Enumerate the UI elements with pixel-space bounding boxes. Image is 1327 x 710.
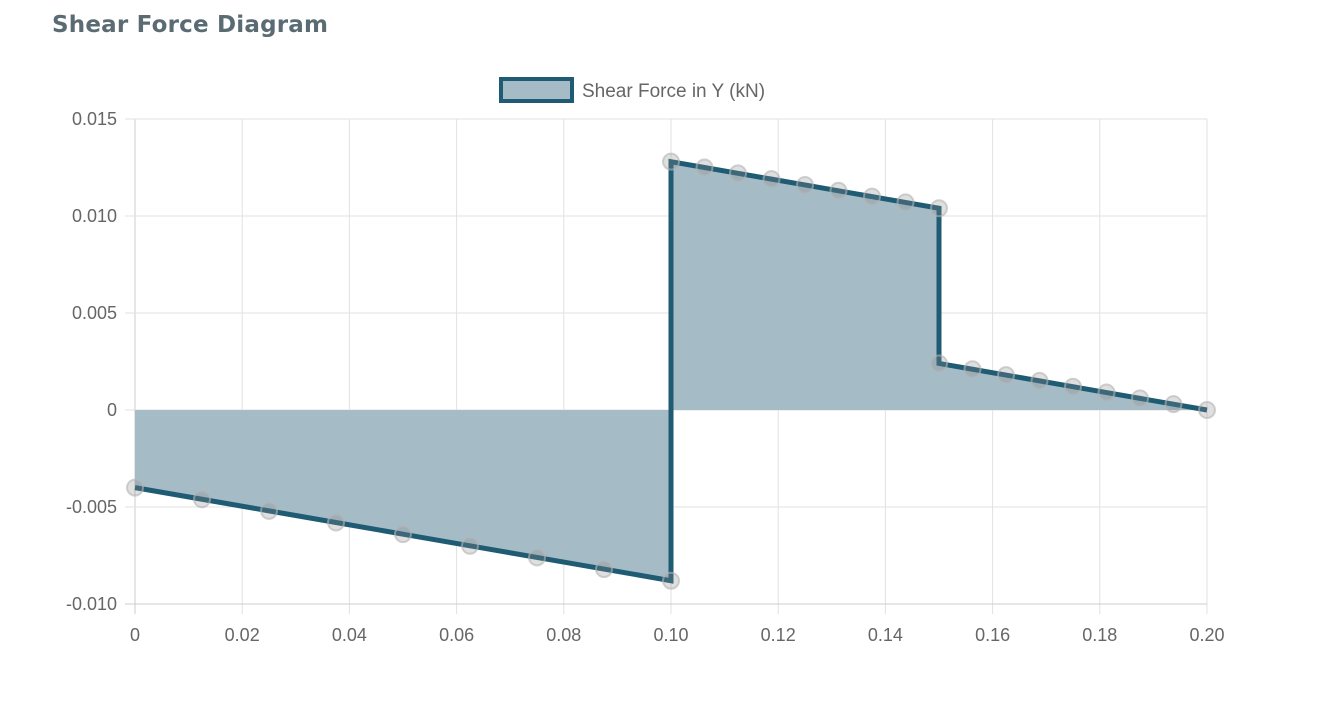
data-point[interactable]	[796, 175, 814, 194]
data-point[interactable]	[1030, 371, 1049, 390]
data-point[interactable]	[260, 501, 278, 520]
legend-label[interactable]: Shear Force in Y (kN)	[582, 81, 765, 102]
y-tick-label: 0.015	[72, 109, 117, 129]
data-point[interactable]	[595, 560, 613, 579]
x-axis-ticks: 0 0.02 0.04 0.06 0.08 0.10 0.12 0.14 0.16 0.18 0.2…	[130, 625, 1225, 645]
data-point[interactable]	[126, 478, 144, 497]
x-tick-label: 0.08	[546, 625, 581, 645]
data-point[interactable]	[762, 170, 781, 189]
data-point[interactable]	[1064, 377, 1082, 396]
data-point[interactable]	[461, 536, 479, 555]
series-line	[134, 158, 1208, 584]
x-tick-label: 0.06	[439, 625, 474, 645]
data-point[interactable]	[1198, 401, 1216, 419]
data-point[interactable]	[695, 158, 714, 177]
x-tick-label: 0	[130, 625, 140, 645]
data-point[interactable]	[896, 193, 915, 212]
data-point[interactable]	[829, 181, 848, 200]
data-point[interactable]	[394, 525, 412, 544]
data-point[interactable]	[662, 571, 680, 590]
legend-swatch[interactable]	[499, 77, 574, 103]
data-point[interactable]	[1131, 389, 1149, 408]
x-tick-label: 0.18	[1082, 625, 1117, 645]
x-tick-label: 0.10	[653, 625, 688, 645]
y-tick-label: -0.010	[66, 594, 117, 614]
y-tick-label: -0.005	[66, 497, 117, 517]
x-tick-label: 0.20	[1189, 625, 1224, 645]
chart-points-layer	[126, 152, 1216, 590]
data-point[interactable]	[327, 513, 345, 532]
x-tick-label: 0.12	[761, 625, 796, 645]
page-title: Shear Force Diagram	[52, 12, 329, 38]
x-tick-label: 0.04	[332, 625, 367, 645]
data-point[interactable]	[528, 548, 546, 567]
y-axis-ticks: -0.010 -0.005 0 0.005 0.010 0.015	[66, 109, 117, 614]
data-point[interactable]	[997, 366, 1015, 385]
data-point[interactable]	[1164, 395, 1183, 414]
data-point[interactable]	[193, 490, 211, 509]
data-point[interactable]	[662, 152, 680, 171]
chart-area-layer	[134, 158, 1208, 584]
data-point[interactable]	[963, 360, 982, 379]
data-point[interactable]	[930, 199, 948, 218]
data-point[interactable]	[930, 354, 948, 373]
x-tick-label: 0.02	[225, 625, 260, 645]
y-tick-label: 0.005	[72, 303, 117, 323]
y-tick-label: 0	[107, 400, 117, 420]
data-point[interactable]	[863, 187, 881, 206]
data-point[interactable]	[1097, 383, 1116, 402]
x-tick-label: 0.14	[868, 625, 903, 645]
data-point[interactable]	[729, 164, 747, 183]
x-tick-label: 0.16	[975, 625, 1010, 645]
legend[interactable]: Shear Force in Y (kN)	[499, 77, 765, 103]
y-tick-label: 0.010	[72, 206, 117, 226]
